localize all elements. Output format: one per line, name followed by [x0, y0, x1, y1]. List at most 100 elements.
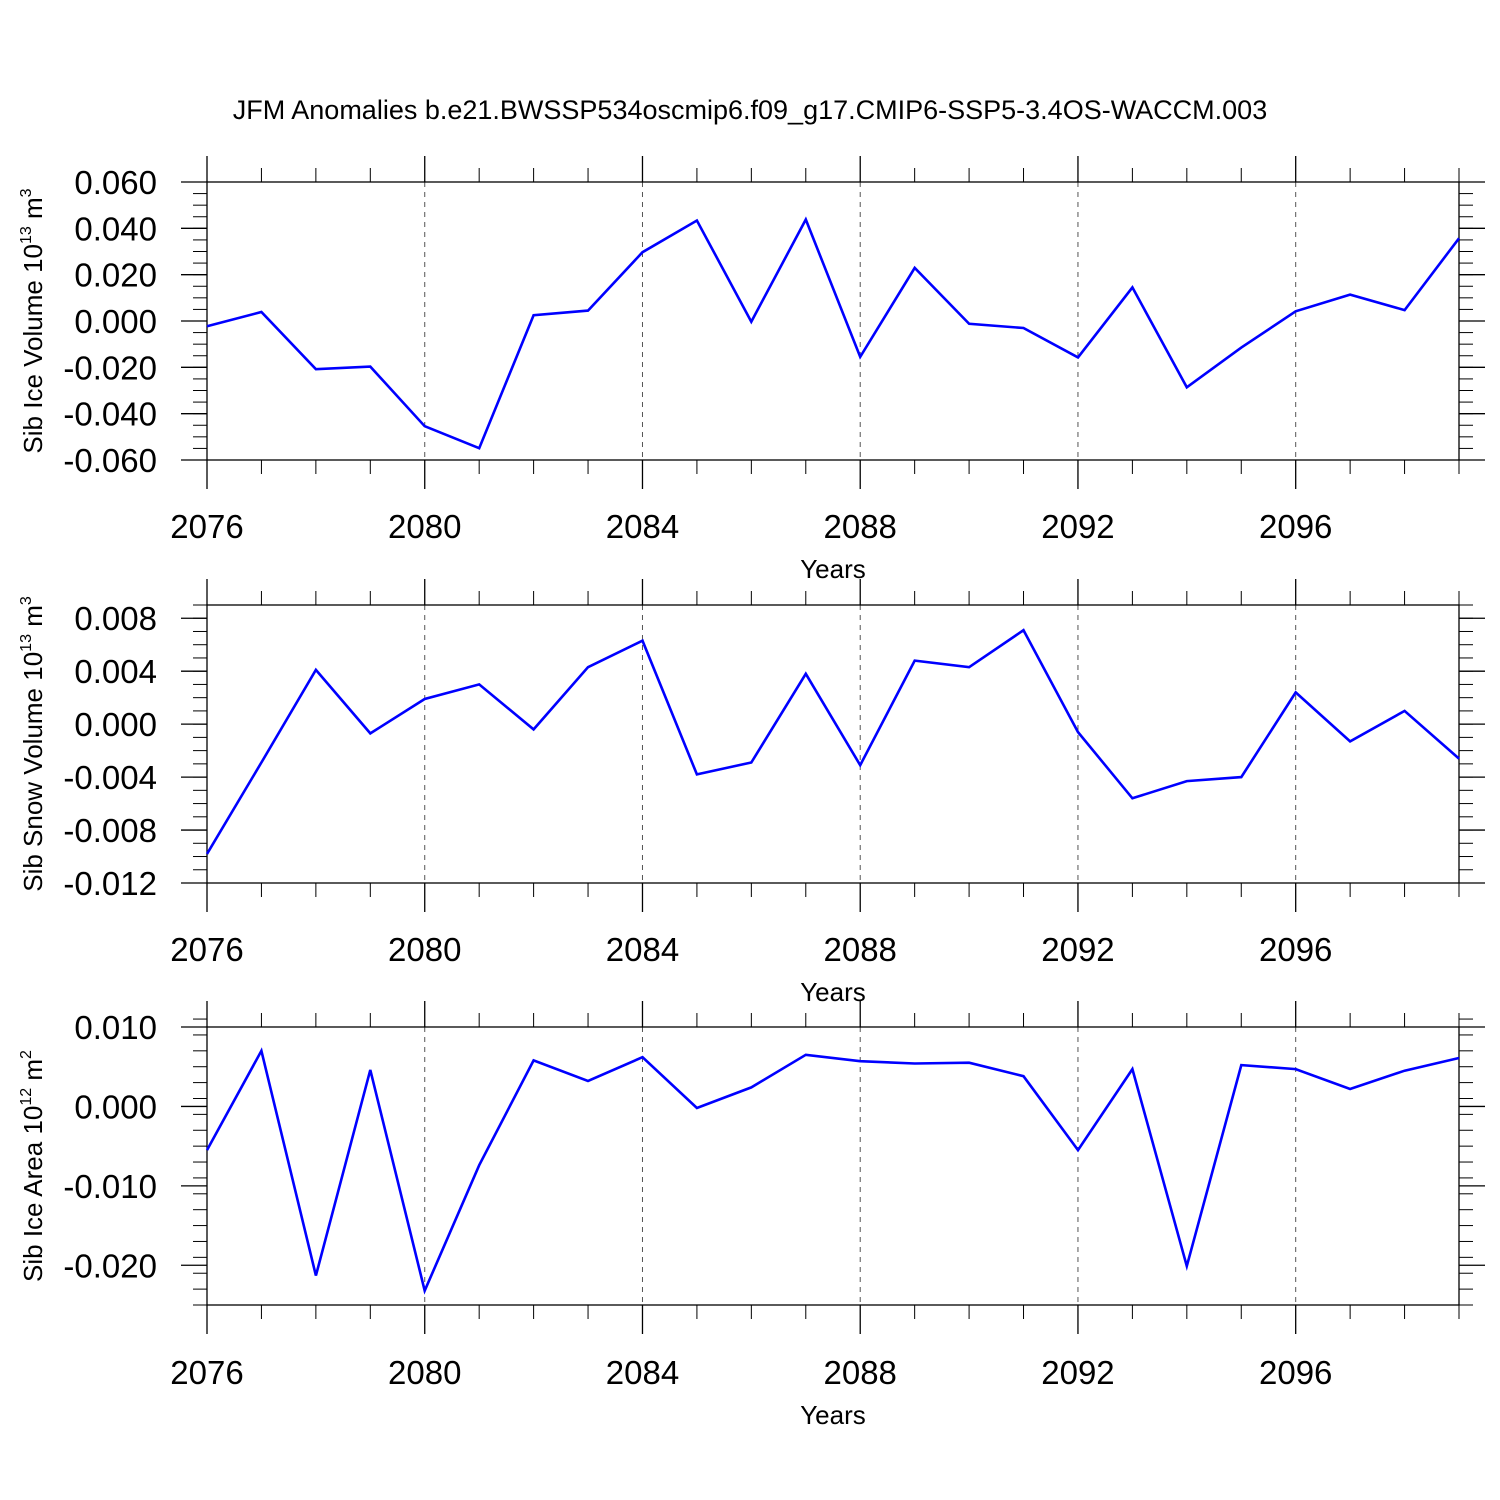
data-point: [423, 697, 427, 701]
x-tick-label: 2088: [824, 508, 897, 545]
x-tick-label: 2076: [170, 931, 243, 968]
y-axis-title-unit: m: [18, 1059, 48, 1088]
x-tick-label: 2092: [1041, 1354, 1114, 1391]
y-tick-label: 0.004: [74, 653, 157, 690]
plot-frame: [206, 604, 1460, 884]
data-point: [368, 1068, 372, 1072]
data-point: [1130, 285, 1134, 289]
data-point: [314, 1274, 318, 1278]
y-axis-title: Sib Ice Area 1012 m2: [18, 1050, 48, 1282]
y-axis-title-unit-exponent: 2: [18, 1050, 35, 1059]
data-point: [259, 761, 263, 765]
y-axis-title-exponent: 13: [18, 226, 35, 244]
data-point: [967, 1061, 971, 1065]
data-point: [1457, 1056, 1461, 1060]
x-tick-label: 2092: [1041, 931, 1114, 968]
x-tick-label: 2076: [170, 508, 243, 545]
data-point: [1022, 1074, 1026, 1078]
data-point: [532, 1058, 536, 1062]
x-axis-title: Years: [800, 977, 866, 1007]
data-point: [640, 639, 644, 643]
data-point: [749, 1085, 753, 1089]
x-tick-label: 2084: [606, 508, 679, 545]
data-point: [1403, 308, 1407, 312]
data-point: [259, 1049, 263, 1053]
data-point: [586, 309, 590, 313]
data-point: [1348, 739, 1352, 743]
y-axis-title-text: Sib Snow Volume 10: [18, 652, 48, 892]
y-tick-label: -0.020: [63, 1247, 157, 1284]
data-point: [1348, 293, 1352, 297]
x-tick-label: 2096: [1259, 508, 1332, 545]
y-tick-label: 0.060: [74, 164, 157, 201]
y-tick-label: -0.020: [63, 349, 157, 386]
data-point: [477, 1163, 481, 1167]
y-axis-title: Sib Ice Volume 1013 m3: [18, 188, 48, 453]
x-tick-label: 2092: [1041, 508, 1114, 545]
x-axis-title: Years: [800, 1400, 866, 1430]
y-tick-label: -0.008: [63, 812, 157, 849]
data-point: [858, 355, 862, 359]
chart-panel-3: -0.020 -0.010 0.000 0.010 2076 2080 2084 2088 20…: [18, 1001, 1485, 1430]
y-tick-label: -0.012: [63, 865, 157, 902]
data-point: [695, 772, 699, 776]
chart-panel-1: -0.060 -0.040 -0.020 0.000 0.020 0.040 0.060 20…: [18, 156, 1485, 584]
data-point: [368, 365, 372, 369]
y-axis-title-exponent: 13: [18, 634, 35, 652]
data-point: [1076, 355, 1080, 359]
data-point: [1130, 796, 1134, 800]
data-point: [477, 446, 481, 450]
data-point: [314, 367, 318, 371]
data-point: [967, 665, 971, 669]
x-tick-label: 2088: [824, 1354, 897, 1391]
x-tick-label: 2084: [606, 1354, 679, 1391]
data-point: [1239, 346, 1243, 350]
data-point: [1294, 309, 1298, 313]
data-point: [749, 761, 753, 765]
y-tick-label: 0.008: [74, 600, 157, 637]
data-point: [586, 665, 590, 669]
plot-frame: [206, 1026, 1460, 1306]
x-tick-label: 2088: [824, 931, 897, 968]
data-point: [259, 310, 263, 314]
data-point: [858, 763, 862, 767]
data-point: [1239, 775, 1243, 779]
y-tick-label: 0.040: [74, 210, 157, 247]
data-point: [640, 250, 644, 254]
data-point: [477, 682, 481, 686]
series-line: [205, 628, 1460, 855]
data-point: [858, 1059, 862, 1063]
figure-title: JFM Anomalies b.e21.BWSSP534oscmip6.f09_…: [233, 95, 1267, 125]
series-line: [206, 216, 1461, 450]
data-point: [586, 1079, 590, 1083]
y-axis-title-unit: m: [18, 197, 48, 226]
data-point: [1185, 1264, 1189, 1268]
data-point: [1294, 1067, 1298, 1071]
x-tick-label: 2080: [388, 1354, 461, 1391]
data-point: [1022, 628, 1026, 632]
data-point: [804, 218, 808, 222]
data-point: [1022, 326, 1026, 330]
data-point: [1130, 1067, 1134, 1071]
data-point: [913, 659, 917, 663]
data-point: [1239, 1063, 1243, 1067]
data-point: [1457, 236, 1461, 240]
x-tick-label: 2096: [1259, 931, 1332, 968]
data-point: [205, 324, 209, 328]
data-point: [1185, 385, 1189, 389]
chart-panel-2: -0.012 -0.008 -0.004 0.000 0.004 0.008 2076 208…: [18, 579, 1485, 1007]
y-tick-label: -0.060: [63, 442, 157, 479]
y-tick-label: -0.040: [63, 396, 157, 433]
data-point: [695, 218, 699, 222]
data-point: [423, 1289, 427, 1293]
data-point: [749, 320, 753, 324]
y-axis-title-unit: m: [18, 605, 48, 634]
x-tick-label: 2080: [388, 931, 461, 968]
y-tick-label: 0.010: [74, 1009, 157, 1046]
data-point: [1457, 757, 1461, 761]
y-tick-label: 0.000: [74, 303, 157, 340]
x-tick-label: 2076: [170, 1354, 243, 1391]
data-point: [1294, 690, 1298, 694]
